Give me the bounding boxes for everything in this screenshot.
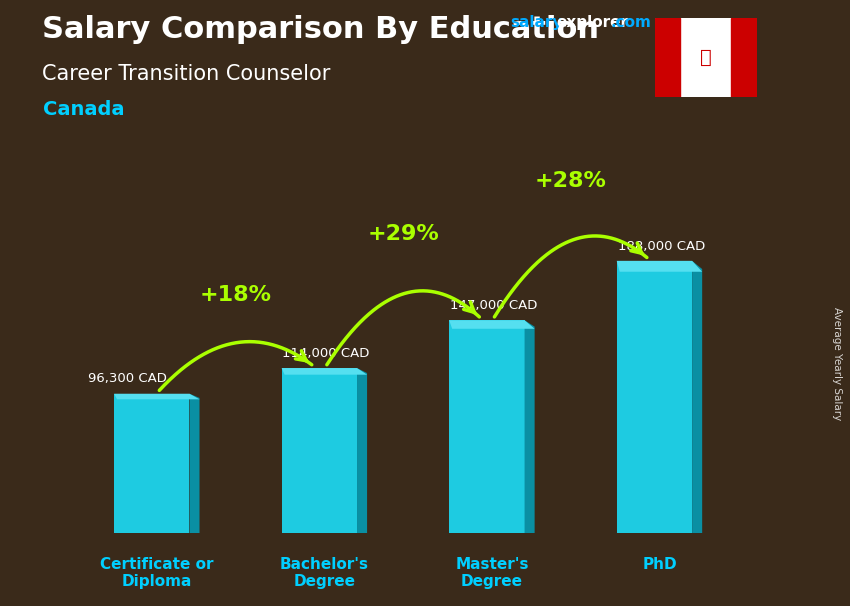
Text: Bachelor's
Degree: Bachelor's Degree [280, 556, 369, 589]
Text: +18%: +18% [200, 285, 271, 305]
Text: Certificate or
Diploma: Certificate or Diploma [100, 556, 213, 589]
Polygon shape [449, 320, 535, 329]
Text: 🍁: 🍁 [700, 48, 711, 67]
Bar [654, 18, 680, 97]
Polygon shape [281, 368, 357, 533]
Polygon shape [617, 261, 702, 271]
Polygon shape [357, 368, 367, 533]
Text: PhD: PhD [642, 556, 677, 571]
Polygon shape [281, 368, 367, 375]
Text: Average Yearly Salary: Average Yearly Salary [832, 307, 842, 420]
Text: +29%: +29% [367, 224, 439, 244]
Polygon shape [190, 394, 200, 533]
Text: 147,000 CAD: 147,000 CAD [450, 299, 537, 312]
Polygon shape [114, 394, 190, 533]
Text: +28%: +28% [535, 171, 607, 191]
Polygon shape [449, 320, 524, 533]
Text: 96,300 CAD: 96,300 CAD [88, 373, 167, 385]
Text: 114,000 CAD: 114,000 CAD [282, 347, 370, 360]
Text: Career Transition Counselor: Career Transition Counselor [42, 64, 331, 84]
Text: Salary Comparison By Education: Salary Comparison By Education [42, 15, 599, 44]
Text: explorer: explorer [557, 15, 629, 30]
Text: Master's
Degree: Master's Degree [455, 556, 529, 589]
Polygon shape [524, 320, 535, 533]
Polygon shape [617, 261, 692, 533]
Text: salary: salary [510, 15, 563, 30]
Polygon shape [692, 261, 702, 533]
Bar [731, 18, 756, 97]
Text: Canada: Canada [42, 100, 124, 119]
Text: 188,000 CAD: 188,000 CAD [618, 239, 705, 253]
Polygon shape [114, 394, 200, 399]
Text: .com: .com [610, 15, 651, 30]
